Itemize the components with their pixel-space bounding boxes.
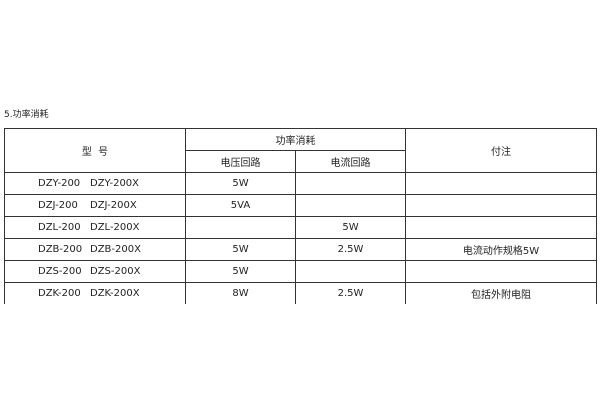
model-cell: DZJ-200 DZJ-200X <box>4 194 186 217</box>
header-note: 付注 <box>405 128 597 173</box>
header-power: 功率消耗 <box>185 128 406 151</box>
power-consumption-table: 型 号 功率消耗 付注 电压回路 电流回路 DZY-200 DZY-200X 5W… <box>4 128 597 304</box>
voltage-cell: 5W <box>185 172 296 195</box>
model-cell: DZL-200 DZL-200X <box>4 216 186 239</box>
model-name: DZL-200 <box>38 222 81 233</box>
note-cell: 电流动作规格5W <box>405 238 597 261</box>
model-name-x: DZB-200X <box>90 244 141 255</box>
current-cell: 2.5W <box>295 282 406 304</box>
table-row: DZB-200 DZB-200X 5W 2.5W 电流动作规格5W <box>4 238 597 261</box>
model-name: DZJ-200 <box>38 200 78 211</box>
note-cell <box>405 216 597 239</box>
model-name-x: DZY-200X <box>90 178 140 189</box>
current-cell: 5W <box>295 216 406 239</box>
voltage-cell: 8W <box>185 282 296 304</box>
model-cell: DZB-200 DZB-200X <box>4 238 186 261</box>
header-voltage: 电压回路 <box>185 150 296 173</box>
table-row: DZJ-200 DZJ-200X 5VA <box>4 194 597 217</box>
voltage-cell <box>185 216 296 239</box>
note-cell <box>405 172 597 195</box>
current-cell: 2.5W <box>295 238 406 261</box>
model-name-x: DZL-200X <box>90 222 140 233</box>
model-cell: DZK-200 DZK-200X <box>4 282 186 304</box>
table-row: DZS-200 DZS-200X 5W <box>4 260 597 283</box>
current-cell <box>295 194 406 217</box>
header-model: 型 号 <box>4 128 186 173</box>
note-cell <box>405 260 597 283</box>
voltage-cell: 5VA <box>185 194 296 217</box>
table-row: DZK-200 DZK-200X 8W 2.5W 包括外附电阻 <box>4 282 597 304</box>
current-cell <box>295 172 406 195</box>
current-cell <box>295 260 406 283</box>
voltage-cell: 5W <box>185 260 296 283</box>
model-name: DZB-200 <box>38 244 83 255</box>
note-cell: 包括外附电阻 <box>405 282 597 304</box>
model-name-x: DZJ-200X <box>90 200 137 211</box>
header-current: 电流回路 <box>295 150 406 173</box>
model-cell: DZY-200 DZY-200X <box>4 172 186 195</box>
table-row: DZY-200 DZY-200X 5W <box>4 172 597 195</box>
model-name: DZY-200 <box>38 178 81 189</box>
model-cell: DZS-200 DZS-200X <box>4 260 186 283</box>
section-title: 5.功率消耗 <box>4 110 49 120</box>
note-cell <box>405 194 597 217</box>
model-name: DZK-200 <box>38 288 81 299</box>
model-name: DZS-200 <box>38 266 82 277</box>
model-name-x: DZS-200X <box>90 266 141 277</box>
model-name-x: DZK-200X <box>90 288 140 299</box>
table-row: DZL-200 DZL-200X 5W <box>4 216 597 239</box>
voltage-cell: 5W <box>185 238 296 261</box>
